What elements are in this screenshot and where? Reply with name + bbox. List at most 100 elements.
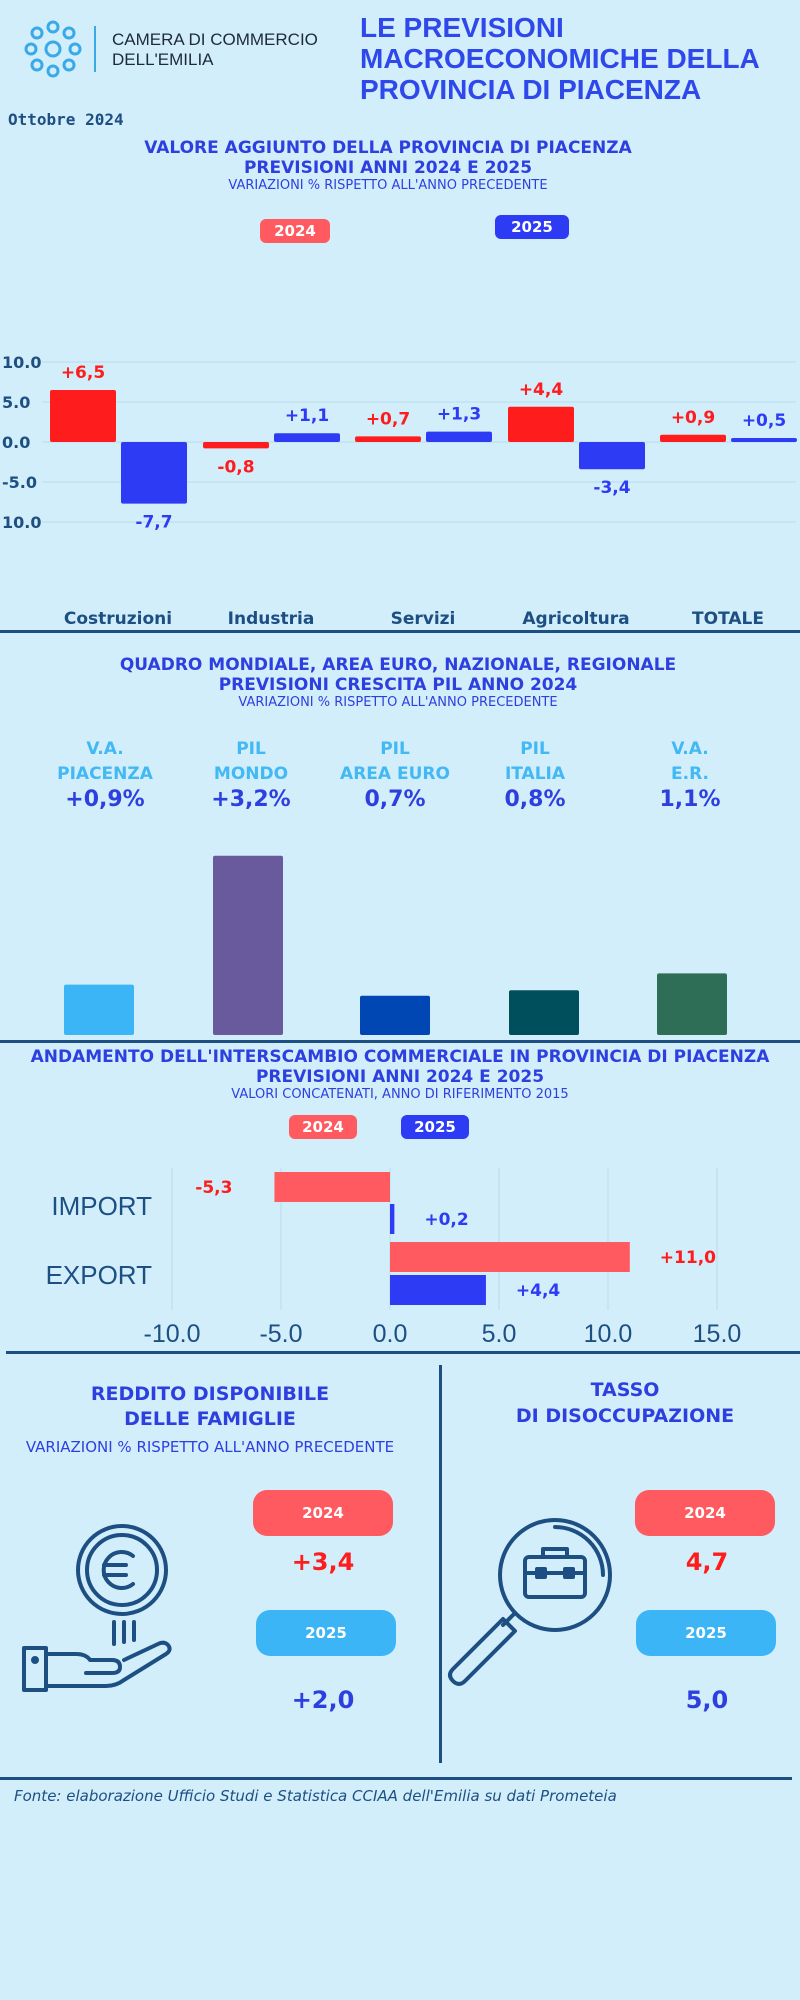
kpi-label-line1: V.A. [86,739,124,759]
page-title-line3: PROVINCIA DI PIACENZA [360,74,702,105]
bar-2024-agricoltura [508,406,574,442]
x-tick-label: TOTALE [692,609,764,629]
kpi-pil-italia: PIL ITALIA 0,8% [470,737,600,812]
kpi-value: 0,8% [504,787,566,812]
category-label-export: EXPORT [46,1260,153,1290]
section2-title-line2: PREVISIONI CRESCITA PIL ANNO 2024 [218,675,578,695]
logo [22,18,84,80]
bar-2024-import [274,1172,390,1202]
legend-2025: 2025 [401,1115,469,1139]
kpi-label-line2: ITALIA [504,764,566,784]
data-label: +4,4 [519,380,564,400]
kpi-label-line1: V.A. [671,739,709,759]
data-label: +11,0 [660,1248,716,1268]
income-title-line2: DELLE FAMIGLIE [124,1408,296,1430]
value-added-chart: 10.0 5.0 0.0 -5.0 10.0 +6,5 -7,7 Costruzioni -0,… [2,353,797,629]
bar-pil-area-euro [360,995,430,1035]
logo-separator [94,26,96,72]
report-date: Ottobre 2024 [8,110,124,129]
kpi-va-er: V.A. E.R. 1,1% [625,737,755,812]
y-tick-label: 0.0 [2,433,30,452]
section1-heading: VALORE AGGIUNTO DELLA PROVINCIA DI PIACE… [0,138,776,193]
data-label: +1,3 [437,405,481,425]
source-note: Fonte: elaborazione Ufficio Studi e Stat… [14,1787,617,1805]
org-name: CAMERA DI COMMERCIO DELL'EMILIA [112,30,318,70]
data-label: +4,4 [516,1281,561,1301]
y-tick-label: 10.0 [2,513,41,532]
x-tick-label: Agricoltura [522,609,629,629]
income-2025-pill: 2025 [256,1610,396,1656]
kpi-value: 0,7% [364,787,426,812]
page-title: LE PREVISIONI MACROECONOMICHE DELLA PROV… [360,12,790,105]
kpi-value: 1,1% [659,787,721,812]
bar-2025-agricoltura [579,442,645,470]
income-2024-value: +3,4 [291,1548,355,1576]
unemployment-2025-pill: 2025 [636,1610,776,1656]
euro-hand-icon [22,1524,172,1692]
section1-title-line1: VALORE AGGIUNTO DELLA PROVINCIA DI PIACE… [144,138,632,158]
income-2025-value: +2,0 [291,1686,355,1714]
data-label: +0,2 [424,1210,468,1230]
unemployment-2024-value: 4,7 [685,1548,729,1576]
data-label: +0,9 [671,408,715,428]
data-label: -7,7 [135,513,172,533]
bar-pil-italia [509,990,579,1035]
x-tick-label: Servizi [391,609,456,629]
page-title-line2: MACROECONOMICHE DELLA [360,43,760,74]
data-label: -0,8 [217,457,254,477]
x-tick-label: -5.0 [259,1320,302,1348]
x-tick-label: Industria [228,609,315,629]
kpi-label-line2: AREA EURO [340,764,450,784]
y-tick-label: -5.0 [2,473,37,492]
bar-2024-industria [203,442,269,449]
data-label: -3,4 [593,478,630,498]
section3-heading: ANDAMENTO DELL'INTERSCAMBIO COMMERCIALE … [0,1047,800,1102]
section3-title-line1: ANDAMENTO DELL'INTERSCAMBIO COMMERCIALE … [30,1047,770,1067]
y-tick-label: 5.0 [2,393,30,412]
org-name-line1: CAMERA DI COMMERCIO [112,30,318,49]
divider-4 [0,1777,792,1780]
bar-2025-industria [274,433,340,442]
kpi-va-piacenza: V.A. PIACENZA +0,9% [40,737,170,812]
x-tick-label: 0.0 [373,1320,408,1348]
bar-2024-servizi [355,436,421,442]
bar-2024-totale [660,434,726,442]
kpi-label-line1: PIL [380,739,410,759]
kpi-label-line1: PIL [236,739,266,759]
legend-2025: 2025 [495,215,569,239]
kpi-value: +3,2% [211,787,291,812]
legend-2024: 2024 [289,1115,357,1139]
page-title-line1: LE PREVISIONI [360,12,564,43]
x-tick-label: 10.0 [584,1320,633,1348]
kpi-label-line2: MONDO [213,764,289,784]
kpi-label-line1: PIL [520,739,550,759]
legend-2024: 2024 [260,219,330,243]
income-title-line1: REDDITO DISPONIBILE [90,1383,330,1405]
income-subtitle: VARIAZIONI % RISPETTO ALL'ANNO PRECEDENT… [25,1438,395,1456]
bar-2025-costruzioni [121,442,187,504]
section3-subtitle: VALORI CONCATENATI, ANNO DI RIFERIMENTO … [231,1087,569,1102]
kpi-value: +0,9% [65,787,145,812]
magnifier-briefcase-icon [448,1518,612,1686]
bar-2024-export [390,1242,630,1272]
bar-v-a-e-r- [657,973,727,1035]
data-label: +6,5 [61,363,105,383]
section1-title-line2: PREVISIONI ANNI 2024 E 2025 [243,158,533,178]
y-tick-label: 10.0 [2,353,41,372]
bar-2025-totale [731,438,797,442]
trade-chart: -10.0 -5.0 0.0 5.0 10.0 15.0 IMPORT -5,3 +0,2 EXP… [46,1168,741,1348]
kpi-pil-area-euro: PIL AREA EURO 0,7% [325,737,465,812]
bar-2025-import [390,1204,395,1234]
bar-2024-costruzioni [50,390,116,442]
vertical-divider [439,1365,442,1763]
org-name-line2: DELL'EMILIA [112,50,214,69]
data-label: +0,5 [742,411,786,431]
kpi-label-line2: E.R. [671,764,709,784]
x-tick-label: -10.0 [144,1320,201,1348]
unemployment-title-line2: DI DISOCCUPAZIONE [515,1405,735,1427]
section2-heading: QUADRO MONDIALE, AREA EURO, NAZIONALE, R… [0,655,796,710]
unemployment-heading: TASSO DI DISOCCUPAZIONE [460,1377,790,1429]
gdp-growth-chart [64,855,727,1035]
category-label-import: IMPORT [51,1191,152,1221]
bar-pil-mondo [213,855,283,1035]
